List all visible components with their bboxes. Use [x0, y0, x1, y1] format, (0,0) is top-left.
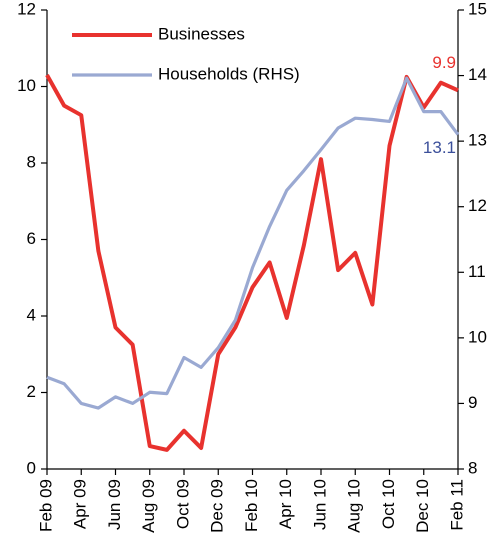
legend-label: Businesses — [158, 24, 245, 43]
y-tick-label: 2 — [27, 382, 36, 401]
y2-tick-label: 9 — [468, 393, 477, 412]
y2-tick-label: 13 — [468, 131, 487, 150]
y-tick-label: 8 — [27, 152, 36, 171]
data-label: 13.1 — [423, 138, 456, 157]
x-tick-label: Apr 09 — [71, 479, 90, 529]
y-tick-label: 12 — [17, 0, 36, 18]
x-tick-label: Jun 10 — [310, 479, 329, 530]
y-tick-label: 4 — [27, 305, 36, 324]
y2-tick-label: 8 — [468, 458, 477, 477]
x-tick-label: Aug 10 — [345, 479, 364, 533]
legend-label: Households (RHS) — [158, 64, 300, 83]
x-tick-label: Aug 09 — [139, 479, 158, 533]
y-tick-label: 10 — [17, 76, 36, 95]
y2-tick-label: 11 — [468, 262, 486, 281]
x-tick-label: Apr 10 — [276, 479, 295, 529]
x-tick-label: Feb 10 — [242, 479, 261, 532]
series-line — [45, 74, 459, 452]
y2-tick-label: 12 — [468, 196, 487, 215]
y2-tick-label: 14 — [468, 65, 487, 84]
x-tick-label: Dec 10 — [413, 479, 432, 533]
x-tick-label: Oct 10 — [379, 479, 398, 529]
x-tick-label: Feb 09 — [36, 479, 55, 532]
x-tick-label: Dec 09 — [208, 479, 227, 533]
x-tick-label: Oct 09 — [173, 479, 192, 529]
y-tick-label: 6 — [27, 229, 36, 248]
x-tick-label: Jun 09 — [105, 479, 124, 530]
y-tick-label: 0 — [27, 458, 36, 477]
y2-tick-label: 10 — [468, 327, 487, 346]
y2-tick-label: 15 — [468, 0, 487, 18]
data-label: 9.9 — [432, 53, 456, 72]
series-line — [46, 76, 460, 410]
x-tick-label: Feb 11 — [447, 479, 466, 531]
